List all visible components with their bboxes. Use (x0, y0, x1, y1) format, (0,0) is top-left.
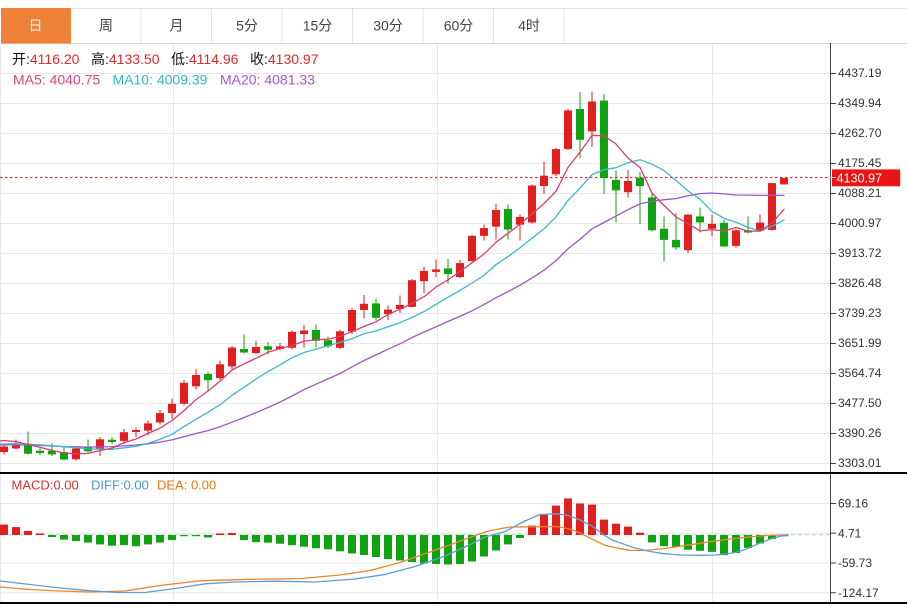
svg-text:MA20: 4081.33: MA20: 4081.33 (220, 72, 315, 88)
svg-text:高:4133.50: 高:4133.50 (91, 51, 160, 67)
svg-text:3390.26: 3390.26 (838, 426, 882, 440)
svg-text:4088.21: 4088.21 (838, 186, 882, 200)
svg-text:月: 月 (170, 18, 184, 34)
svg-text:-124.17: -124.17 (838, 586, 879, 600)
svg-text:69.16: 69.16 (838, 497, 868, 511)
svg-text:5分: 5分 (236, 18, 258, 34)
svg-text:15分: 15分 (303, 18, 333, 34)
svg-text:4时: 4时 (518, 18, 540, 34)
svg-text:低:4114.96: 低:4114.96 (171, 51, 239, 67)
svg-text:4000.97: 4000.97 (838, 216, 882, 230)
svg-text:开:4116.20: 开:4116.20 (12, 51, 80, 67)
svg-text:DEA: 0.00: DEA: 0.00 (157, 478, 216, 493)
svg-text:DIFF:0.00: DIFF:0.00 (91, 478, 149, 493)
svg-text:4.71: 4.71 (838, 526, 862, 540)
svg-text:3826.48: 3826.48 (838, 276, 882, 290)
svg-text:4130.97: 4130.97 (837, 171, 883, 185)
svg-text:3477.50: 3477.50 (838, 396, 882, 410)
svg-text:3303.01: 3303.01 (838, 456, 882, 470)
svg-text:周: 周 (99, 18, 113, 34)
svg-text:MACD:0.00: MACD:0.00 (12, 478, 79, 493)
svg-text:日: 日 (29, 18, 43, 34)
svg-text:MA5: 4040.75: MA5: 4040.75 (13, 72, 100, 88)
svg-text:-59.73: -59.73 (838, 556, 872, 570)
svg-text:4349.94: 4349.94 (838, 96, 882, 110)
svg-text:30分: 30分 (373, 18, 403, 34)
svg-text:3913.72: 3913.72 (838, 246, 882, 260)
svg-text:MA10: 4009.39: MA10: 4009.39 (113, 72, 208, 88)
svg-text:3564.74: 3564.74 (838, 366, 882, 380)
svg-text:收:4130.97: 收:4130.97 (250, 51, 319, 67)
svg-text:4175.45: 4175.45 (838, 156, 882, 170)
svg-text:60分: 60分 (444, 18, 474, 34)
svg-text:4437.19: 4437.19 (838, 66, 882, 80)
svg-text:3739.23: 3739.23 (838, 306, 882, 320)
svg-text:4262.70: 4262.70 (838, 126, 882, 140)
svg-text:3651.99: 3651.99 (838, 336, 882, 350)
